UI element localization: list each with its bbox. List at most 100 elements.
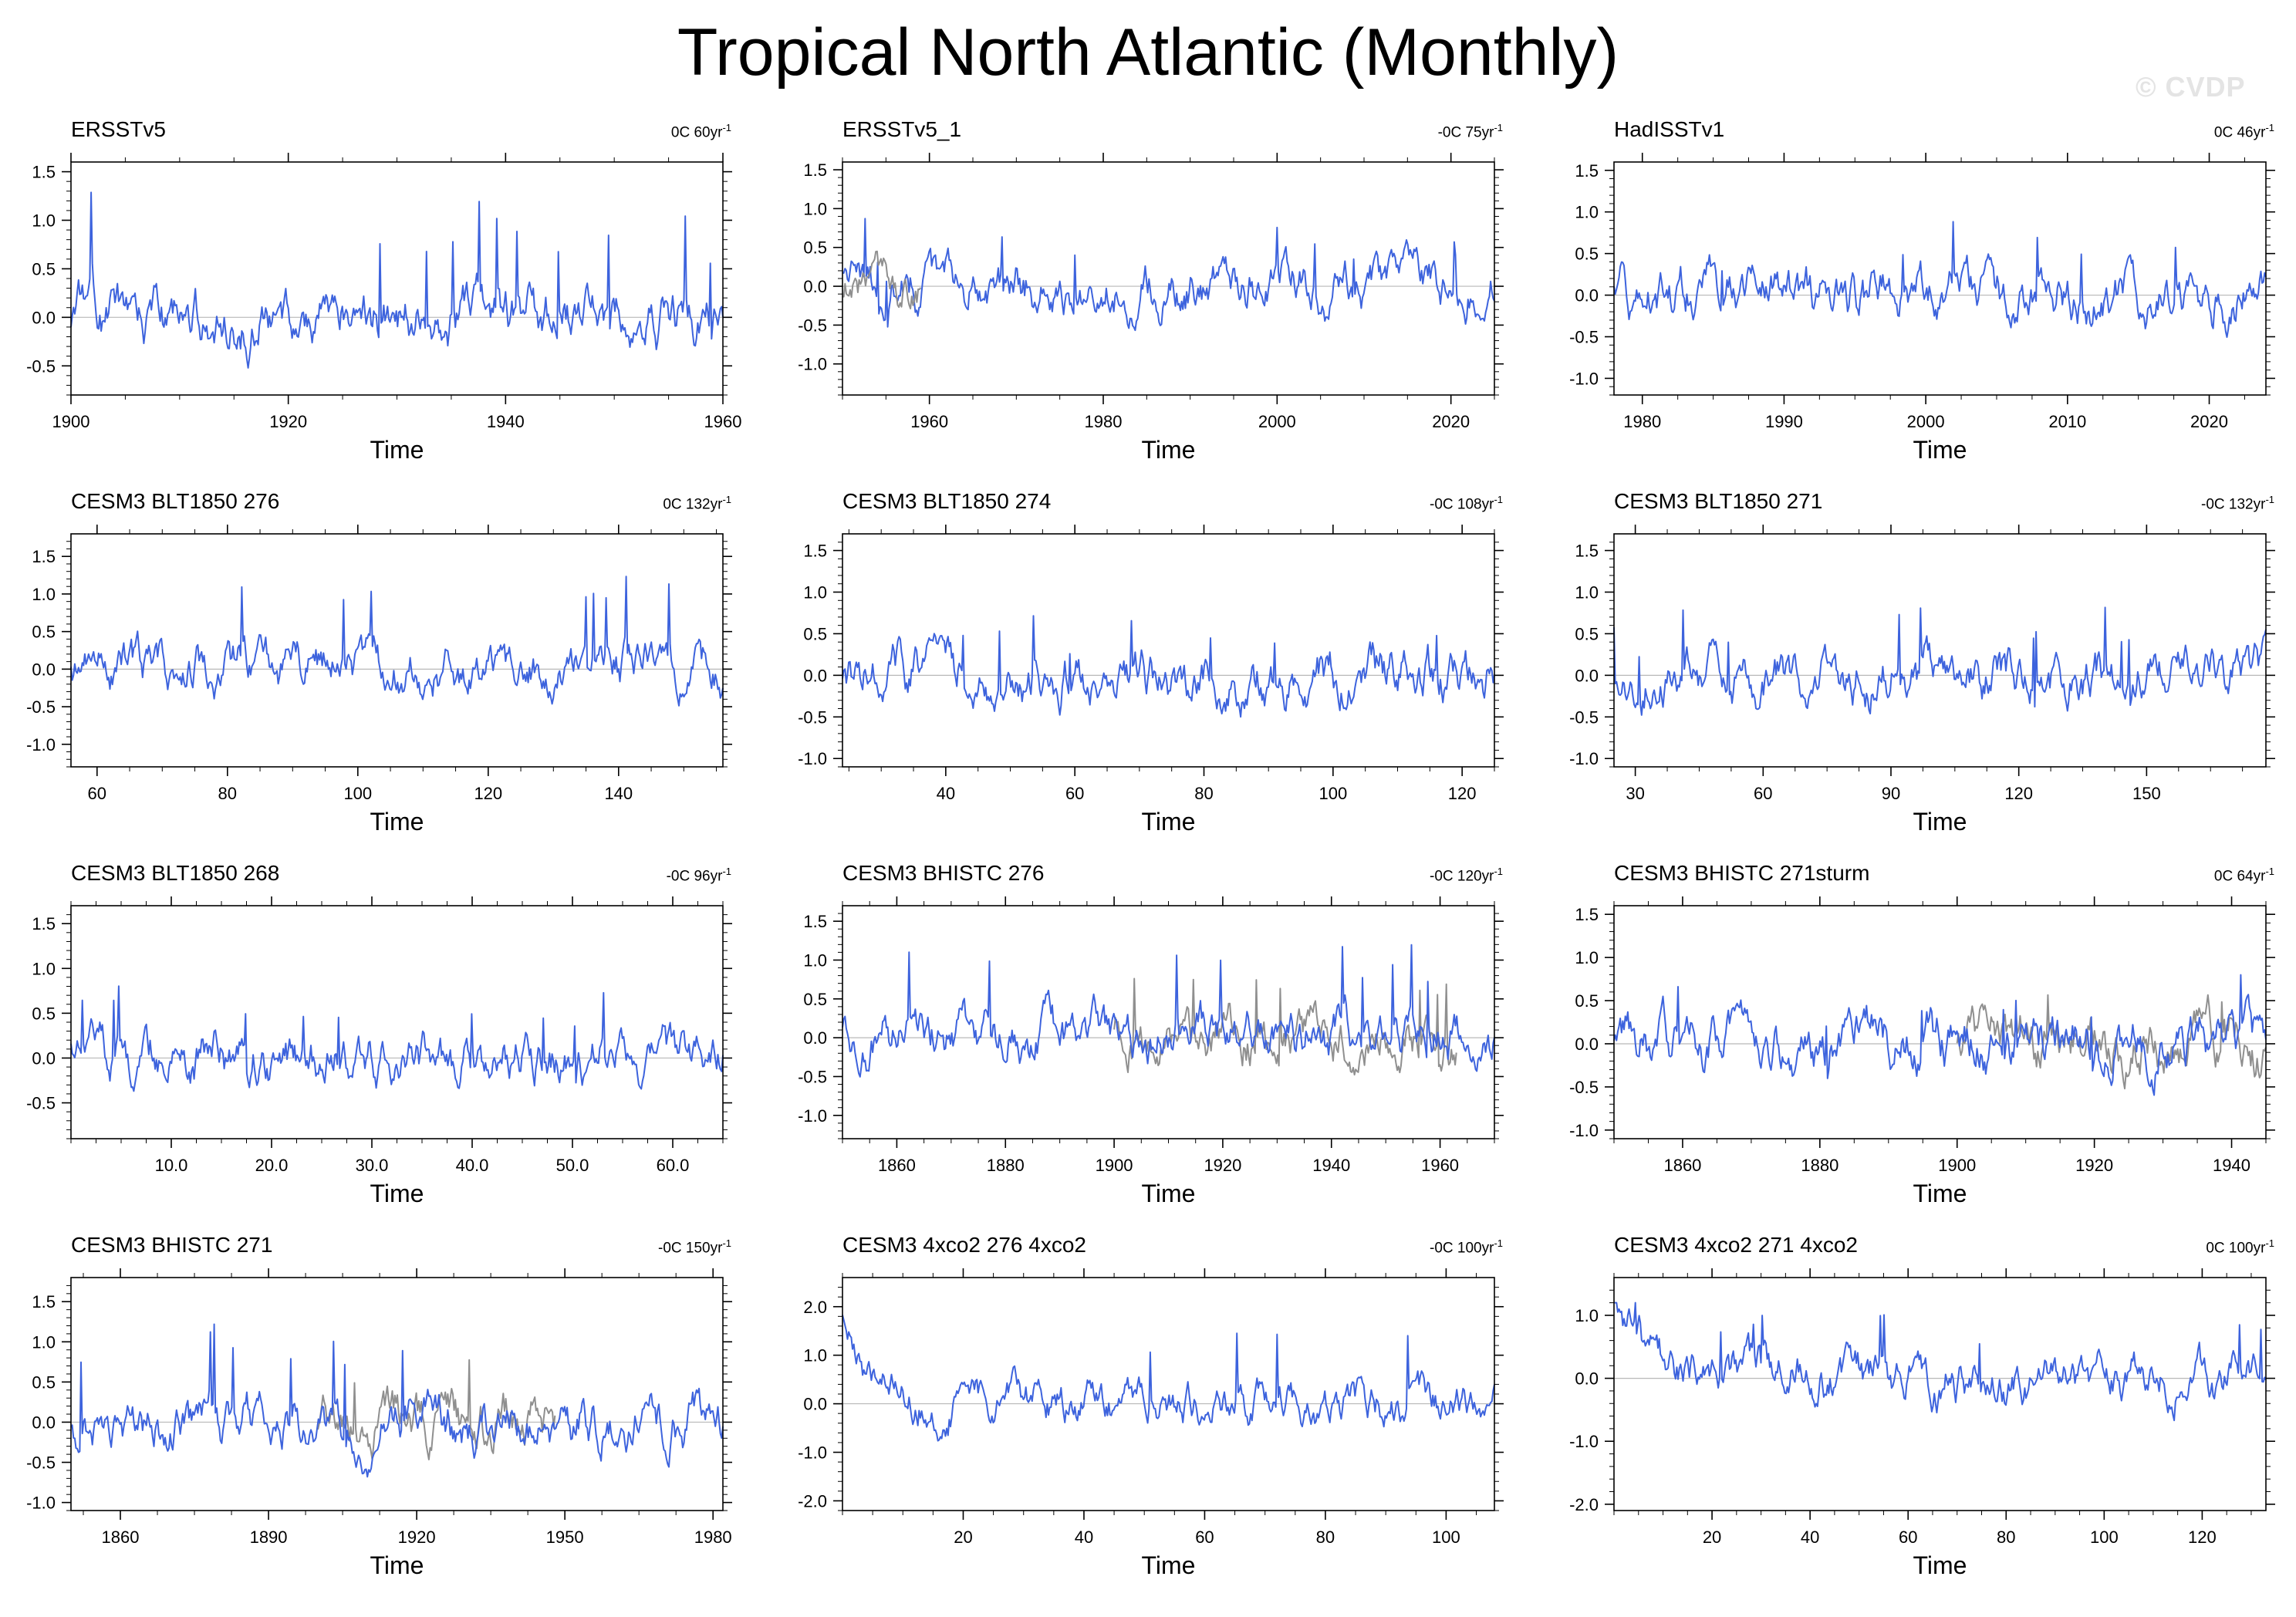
x-tick-label: 60 bbox=[1899, 1528, 1917, 1547]
x-tick-label: 30 bbox=[1626, 784, 1644, 803]
y-tick-label: 0.0 bbox=[32, 1048, 56, 1068]
model-series-line bbox=[70, 1323, 724, 1478]
x-tick-label: 1920 bbox=[1204, 1156, 1241, 1175]
y-tick-label: 1.5 bbox=[803, 912, 827, 931]
chart-title: ERSSTv5 bbox=[71, 117, 166, 141]
y-tick-label: 0.5 bbox=[803, 624, 827, 643]
trend-label: -0C 120yr-1 bbox=[1430, 866, 1503, 885]
chart-svg: -1.0 -0.5 0.0 0.5 1.0 1.5 1960 1980 2000 2020 Time bbox=[798, 153, 1504, 464]
y-tick-label: -2.0 bbox=[798, 1491, 827, 1511]
y-tick-label: 1.5 bbox=[1575, 161, 1599, 181]
x-tick-label: 150 bbox=[2132, 784, 2161, 803]
x-tick-label: 20 bbox=[954, 1528, 972, 1547]
trend-unit: -1 bbox=[722, 122, 731, 133]
x-tick-label: 50.0 bbox=[556, 1156, 589, 1175]
trend-unit: -1 bbox=[722, 494, 731, 505]
y-tick-label: 1.0 bbox=[32, 585, 56, 604]
model-series-line bbox=[842, 1315, 1495, 1442]
trend-value: 0C 64yr bbox=[2213, 868, 2266, 885]
trend-unit: -1 bbox=[722, 1237, 731, 1249]
x-tick-label: 100 bbox=[343, 784, 372, 803]
x-tick-label: 1860 bbox=[102, 1528, 140, 1547]
chart-panel: CESM3 4xco2 276 4xco2 -0C 100yr-1 -2.0 -1.0… bbox=[772, 1231, 1543, 1603]
y-tick-label: -1.0 bbox=[798, 355, 827, 374]
trend-unit: -1 bbox=[2265, 1237, 2274, 1249]
x-axis-label: Time bbox=[1913, 1180, 1967, 1207]
chart-svg: -1.0 -0.5 0.0 0.5 1.0 1.5 1860 1890 1920 1950 1980… bbox=[26, 1268, 732, 1579]
y-tick-label: -1.0 bbox=[798, 1106, 827, 1126]
chart-title: CESM3 BLT1850 274 bbox=[842, 489, 1052, 513]
trend-label: -0C 96yr-1 bbox=[667, 866, 731, 885]
observed-series-line bbox=[317, 1359, 556, 1460]
x-tick-label: 60 bbox=[88, 784, 106, 803]
model-series-line bbox=[842, 218, 1495, 332]
chart-title: CESM3 4xco2 271 4xco2 bbox=[1614, 1233, 1858, 1257]
chart-title: CESM3 BHISTC 271 bbox=[71, 1233, 273, 1257]
x-tick-label: 100 bbox=[1319, 784, 1347, 803]
x-tick-label: 2010 bbox=[2048, 412, 2086, 431]
x-tick-label: 40 bbox=[1801, 1528, 1819, 1547]
chart-panel: CESM3 BHISTC 271sturm 0C 64yr-1 -1.0 -0.5 0.… bbox=[1543, 859, 2296, 1231]
observed-series-line bbox=[1956, 994, 2267, 1090]
chart-panel: HadISSTv1 0C 46yr-1 -1.0 -0.5 0.0 0.5 1.0 1.5 19… bbox=[1543, 116, 2296, 488]
y-tick-label: 0.0 bbox=[803, 1395, 827, 1414]
x-tick-label: 90 bbox=[1882, 784, 1900, 803]
y-tick-label: 1.5 bbox=[1575, 905, 1599, 924]
trend-unit: -1 bbox=[1494, 1237, 1503, 1249]
chart-svg: -1.0 -0.5 0.0 0.5 1.0 1.5 40 60 80 100 120 Time bbox=[798, 525, 1504, 836]
trend-value: 0C 132yr bbox=[663, 496, 723, 513]
x-tick-label: 1960 bbox=[910, 412, 948, 431]
x-tick-label: 20 bbox=[1703, 1528, 1721, 1547]
y-tick-label: -1.0 bbox=[798, 749, 827, 768]
y-tick-label: -0.5 bbox=[1569, 328, 1599, 347]
trend-value: 0C 60yr bbox=[670, 124, 723, 141]
x-tick-label: 1980 bbox=[1085, 412, 1123, 431]
trend-label: -0C 108yr-1 bbox=[1430, 494, 1503, 513]
y-tick-label: 0.0 bbox=[803, 666, 827, 685]
x-axis-label: Time bbox=[1142, 808, 1196, 836]
y-tick-label: -1.0 bbox=[1569, 1432, 1599, 1451]
trend-label: 0C 64yr-1 bbox=[2214, 866, 2274, 885]
y-tick-label: 0.0 bbox=[803, 1028, 827, 1048]
y-tick-label: 0.5 bbox=[803, 990, 827, 1009]
y-tick-label: 1.0 bbox=[32, 959, 56, 978]
y-tick-label: 0.5 bbox=[1575, 624, 1599, 643]
y-tick-label: 1.0 bbox=[1575, 583, 1599, 603]
trend-value: 0C 46yr bbox=[2213, 124, 2266, 141]
observed-series-line bbox=[842, 250, 922, 309]
y-tick-label: 0.5 bbox=[1575, 245, 1599, 264]
model-series-line bbox=[1613, 221, 2267, 338]
y-tick-label: 0.0 bbox=[1575, 1035, 1599, 1054]
chart-panel: CESM3 BHISTC 276 -0C 120yr-1 -1.0 -0.5 0.0 0.… bbox=[772, 859, 1543, 1231]
y-tick-label: 1.0 bbox=[803, 583, 827, 603]
plot-frame bbox=[70, 905, 724, 1139]
trend-label: 0C 132yr-1 bbox=[663, 494, 731, 513]
y-tick-label: 1.5 bbox=[803, 160, 827, 180]
chart-panel: CESM3 BLT1850 274 -0C 108yr-1 -1.0 -0.5 0.0 0… bbox=[772, 488, 1543, 859]
x-axis-label: Time bbox=[1913, 808, 1967, 836]
chart-panel: CESM3 BLT1850 271 -0C 132yr-1 -1.0 -0.5 0.0 0… bbox=[1543, 488, 2296, 859]
y-tick-label: 1.0 bbox=[32, 1332, 56, 1352]
chart-title: CESM3 BHISTC 271sturm bbox=[1614, 861, 1870, 885]
x-axis-label: Time bbox=[370, 808, 424, 836]
y-tick-label: 0.0 bbox=[1575, 1369, 1599, 1389]
x-tick-label: 40.0 bbox=[456, 1156, 489, 1175]
y-tick-label: 1.0 bbox=[803, 199, 827, 218]
x-tick-label: 10.0 bbox=[155, 1156, 188, 1175]
y-tick-label: -0.5 bbox=[798, 316, 827, 335]
plot-frame bbox=[1613, 161, 2267, 396]
x-tick-label: 60.0 bbox=[657, 1156, 690, 1175]
x-tick-label: 60 bbox=[1195, 1528, 1214, 1547]
y-tick-label: -1.0 bbox=[1569, 749, 1599, 768]
page-title: Tropical North Atlantic (Monthly) bbox=[677, 15, 1619, 89]
chart-panel: CESM3 BLT1850 276 0C 132yr-1 -1.0 -0.5 0.0 0.… bbox=[0, 488, 772, 859]
trend-unit: -1 bbox=[2265, 866, 2274, 877]
chart-title: CESM3 BHISTC 276 bbox=[842, 861, 1045, 885]
y-tick-label: -0.5 bbox=[26, 356, 56, 376]
y-tick-label: -0.5 bbox=[26, 1453, 56, 1473]
model-series-line bbox=[842, 615, 1495, 718]
y-tick-label: 0.5 bbox=[32, 1372, 56, 1392]
x-tick-label: 1990 bbox=[1765, 412, 1803, 431]
chart-title: HadISSTv1 bbox=[1614, 117, 1725, 141]
trend-label: 0C 46yr-1 bbox=[2214, 122, 2274, 141]
